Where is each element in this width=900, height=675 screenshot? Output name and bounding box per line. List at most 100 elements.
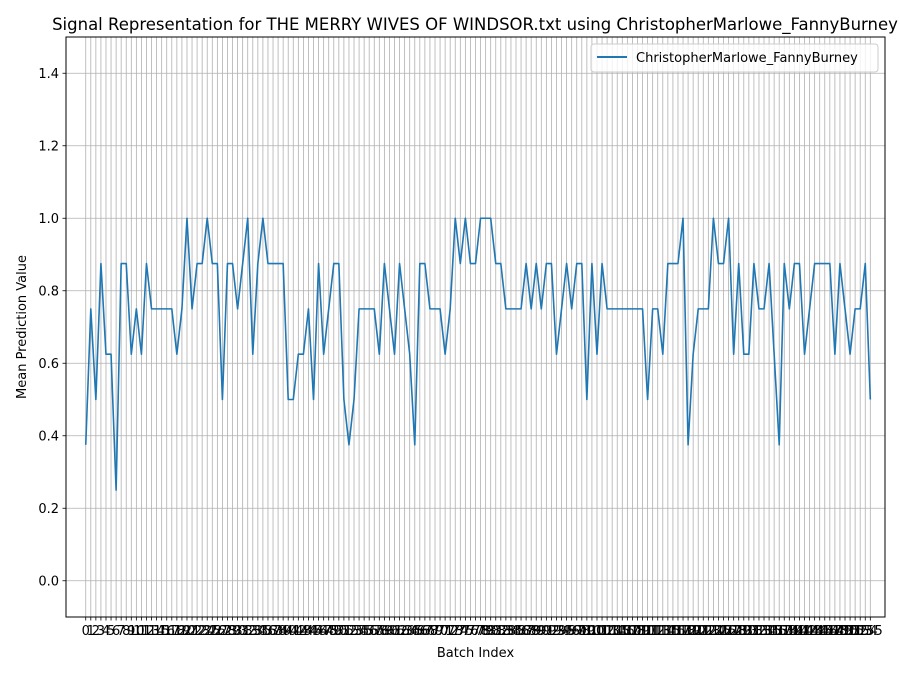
- x-tick-label: 97: [568, 624, 585, 639]
- x-tick-label: 108: [620, 624, 645, 639]
- x-tick-label: 14: [148, 624, 165, 639]
- x-tick-label: 34: [250, 624, 267, 639]
- x-tick-label: 27: [214, 624, 231, 639]
- x-tick-label: 89: [528, 624, 545, 639]
- x-tick-label: 145: [807, 624, 832, 639]
- x-tick-label: 23: [194, 624, 211, 639]
- x-tick-label: 65: [406, 624, 423, 639]
- x-tick-label: 114: [650, 624, 675, 639]
- x-tick-label: 76: [462, 624, 479, 639]
- x-tick-label: 124: [701, 624, 726, 639]
- x-tick-label: 148: [822, 624, 847, 639]
- x-tick-label: 105: [605, 624, 630, 639]
- x-tick-label: 136: [762, 624, 787, 639]
- x-tick-label: 134: [752, 624, 777, 639]
- x-tick-label: 45: [305, 624, 322, 639]
- x-tick-label: 126: [711, 624, 736, 639]
- x-tick-label: 90: [533, 624, 550, 639]
- x-tick-label: 91: [538, 624, 555, 639]
- y-tick-label: 0.6: [38, 357, 59, 372]
- x-tick-label: 102: [590, 624, 615, 639]
- x-tick-label: 131: [736, 624, 761, 639]
- x-tick-label: 7: [117, 624, 125, 639]
- x-tick-label: 138: [772, 624, 797, 639]
- x-tick-label: 141: [787, 624, 812, 639]
- x-tick-label: 154: [853, 624, 878, 639]
- y-tick-label: 1.0: [38, 212, 59, 227]
- x-tick-label: 4: [102, 624, 110, 639]
- x-tick-label: 78: [472, 624, 489, 639]
- x-tick-label: 107: [615, 624, 640, 639]
- y-tick-label: 1.2: [38, 139, 59, 154]
- x-tick-label: 125: [706, 624, 731, 639]
- x-axis-label: Batch Index: [437, 646, 515, 661]
- x-tick-label: 113: [645, 624, 670, 639]
- y-tick-label: 1.4: [38, 67, 59, 82]
- x-tick-label: 11: [133, 624, 150, 639]
- x-tick-label: 122: [691, 624, 716, 639]
- x-tick-label: 93: [548, 624, 565, 639]
- x-tick-label: 21: [184, 624, 201, 639]
- x-tick-label: 52: [341, 624, 358, 639]
- x-tick-label: 6: [112, 624, 120, 639]
- x-tick-label: 24: [199, 624, 216, 639]
- x-tick-label: 150: [833, 624, 858, 639]
- x-tick-label: 71: [437, 624, 454, 639]
- x-tick-label: 79: [477, 624, 494, 639]
- x-tick-label: 142: [792, 624, 817, 639]
- x-tick-label: 82: [493, 624, 510, 639]
- x-tick-label: 121: [686, 624, 711, 639]
- x-tick-label: 17: [164, 624, 181, 639]
- x-tick-label: 31: [234, 624, 251, 639]
- x-tick-label: 143: [797, 624, 822, 639]
- x-tick-label: 72: [442, 624, 459, 639]
- x-tick-label: 69: [427, 624, 444, 639]
- x-tick-label: 118: [671, 624, 696, 639]
- x-tick-label: 155: [858, 624, 883, 639]
- x-tick-label: 41: [285, 624, 302, 639]
- x-tick-label: 44: [300, 624, 317, 639]
- legend-box: [590, 43, 879, 73]
- x-tick-label: 111: [635, 624, 660, 639]
- x-tick-label: 57: [366, 624, 383, 639]
- x-tick-label: 18: [169, 624, 186, 639]
- x-tick-label: 30: [229, 624, 246, 639]
- x-tick-label: 25: [204, 624, 221, 639]
- x-tick-label: 129: [726, 624, 751, 639]
- x-tick-label: 109: [625, 624, 650, 639]
- x-tick-label: 85: [508, 624, 525, 639]
- x-tick-label: 144: [802, 624, 827, 639]
- x-tick-label: 94: [553, 624, 570, 639]
- x-tick-label: 106: [610, 624, 635, 639]
- x-tick-label: 73: [447, 624, 464, 639]
- x-tick-label: 153: [848, 624, 873, 639]
- x-tick-label: 100: [580, 624, 605, 639]
- x-tick-label: 29: [224, 624, 241, 639]
- x-tick-label: 58: [371, 624, 388, 639]
- y-tick-label: 0.8: [38, 284, 59, 299]
- x-tick-label: 119: [676, 624, 701, 639]
- series-layer: [84, 217, 872, 491]
- x-tick-label: 120: [681, 624, 706, 639]
- x-tick-label: 151: [838, 624, 863, 639]
- x-tick-label: 74: [452, 624, 469, 639]
- x-tick-label: 146: [812, 624, 837, 639]
- x-tick-label: 88: [523, 624, 540, 639]
- x-tick-label: 62: [391, 624, 408, 639]
- x-tick-label: 80: [482, 624, 499, 639]
- x-tick-label: 104: [600, 624, 625, 639]
- x-tick-label: 81: [487, 624, 504, 639]
- x-tick-label: 37: [265, 624, 282, 639]
- x-tick-label: 139: [777, 624, 802, 639]
- x-tick-label: 46: [310, 624, 327, 639]
- x-tick-label: 40: [280, 624, 297, 639]
- series-line: [84, 217, 872, 491]
- x-tick-label: 33: [245, 624, 262, 639]
- x-tick-label: 1: [87, 624, 95, 639]
- x-tick-label: 54: [351, 624, 368, 639]
- x-tick-label: 13: [143, 624, 160, 639]
- x-tick-label: 66: [412, 624, 429, 639]
- x-tick-label: 64: [401, 624, 418, 639]
- x-tick-label: 86: [513, 624, 530, 639]
